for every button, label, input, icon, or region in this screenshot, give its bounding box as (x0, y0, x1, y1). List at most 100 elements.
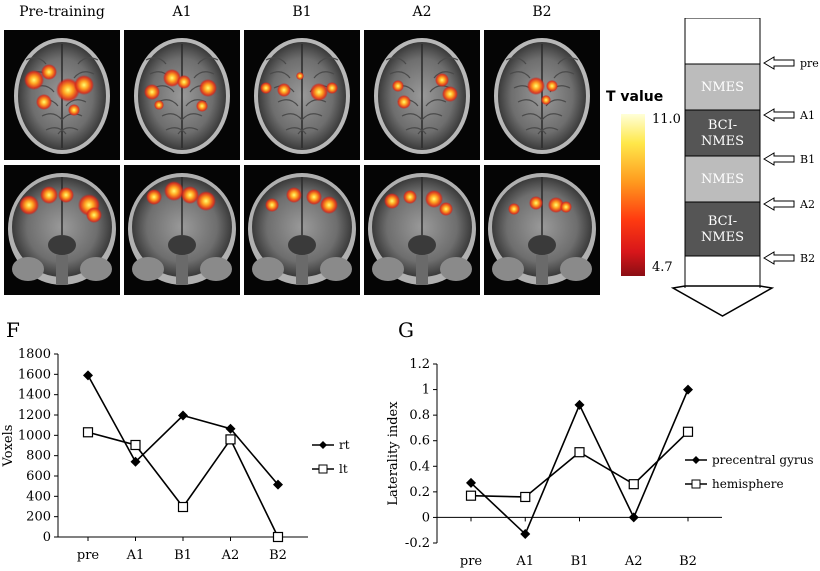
data-point (628, 512, 639, 523)
data-point (272, 531, 284, 543)
data-point (682, 426, 694, 437)
y-tick-label: 0.8 (409, 408, 430, 423)
data-point (177, 501, 189, 513)
y-tick-label: 400 (26, 489, 51, 504)
y-tick-label: 800 (26, 449, 51, 464)
chart-g-laterality: -0.2 0 0.2 0.4 0.6 0.8 1 1.2 pre A1 B1 A2 B2 Laterali… (386, 357, 814, 569)
y-tick-label: 0 (43, 530, 51, 545)
data-point (83, 370, 93, 381)
coronal-brain-slice-5 (484, 165, 600, 295)
legend-label: lt (339, 462, 348, 476)
schedule-block-label: NMES (701, 134, 744, 149)
y-tick-label: 1000 (18, 428, 51, 443)
legend-marker (691, 479, 701, 489)
marker-arrow-icon (763, 197, 795, 211)
y-tick-label: 200 (26, 510, 51, 525)
y-tick-label: 0.6 (409, 434, 430, 449)
data-point (574, 447, 585, 458)
coronal-brain-slice-1 (4, 165, 120, 295)
y-tick-label: 1800 (18, 347, 51, 362)
x-tick-label: pre (460, 554, 483, 569)
data-point (273, 479, 283, 490)
data-point (225, 434, 236, 445)
legend-marker (318, 464, 328, 474)
y-tick-label: 600 (26, 469, 51, 484)
legend-label: precentral gyrus (712, 453, 814, 467)
series-line-lt (87, 431, 279, 538)
data-point (520, 491, 531, 503)
data-point (520, 529, 531, 540)
data-point (82, 427, 94, 438)
legend-marker (319, 441, 327, 449)
panel-letter-g: G (398, 318, 414, 342)
chart-f-voxels: 0 200 400 600 800 1000 1200 1400 1600 1800 pre A1 B1… (1, 347, 350, 563)
panel-letter-f: F (6, 318, 20, 342)
marker-arrow-icon (763, 152, 795, 166)
data-point (178, 410, 188, 421)
marker-label-pre: pre (800, 57, 819, 70)
y-tick-label: -0.2 (405, 536, 430, 551)
column-label-pre-training: Pre-training (19, 4, 105, 20)
x-tick-label: A2 (624, 554, 643, 569)
column-label-a2: A2 (412, 4, 432, 20)
y-axis-label-laterality: Laterality index (386, 401, 401, 506)
x-tick-label: B1 (174, 548, 192, 563)
coronal-brain-slice-2 (124, 165, 240, 295)
x-tick-label: A1 (126, 548, 145, 563)
x-tick-label: B2 (269, 548, 287, 563)
data-point (574, 399, 585, 410)
marker-arrow-icon (763, 56, 795, 70)
y-tick-label: 1400 (18, 388, 51, 403)
series-line-precentral-gyrus (470, 389, 689, 536)
axial-brain-slice-2 (124, 30, 240, 160)
y-tick-label: 1 (422, 383, 430, 398)
legend-marker (692, 456, 700, 464)
marker-label-A2: A2 (799, 198, 815, 211)
marker-label-A1: A1 (799, 109, 815, 122)
x-tick-label: A2 (221, 548, 240, 563)
schedule-block-0 (684, 18, 761, 65)
time-arrow (670, 285, 775, 317)
schedule-block-1 (684, 63, 761, 111)
axial-brain-slice-1 (4, 30, 120, 160)
colorbar-min-label: 4.7 (652, 260, 673, 275)
column-label-b2: B2 (532, 4, 552, 20)
schedule-block-3 (684, 155, 761, 203)
colorbar-max-label: 11.0 (652, 112, 681, 127)
column-label-a1: A1 (172, 4, 192, 20)
data-point (466, 477, 476, 488)
x-tick-label: pre (77, 548, 100, 563)
y-tick-label: 0.4 (409, 459, 430, 474)
y-tick-label: 1600 (18, 367, 51, 382)
column-label-b1: B1 (292, 4, 312, 20)
data-point (465, 490, 477, 501)
colorbar (621, 114, 645, 276)
marker-label-B2: B2 (800, 252, 815, 265)
y-axis-label-voxels: Voxels (1, 425, 16, 468)
x-tick-label: B1 (571, 554, 589, 569)
data-point (683, 384, 693, 395)
schedule-block-4 (684, 201, 761, 257)
marker-arrow-icon (763, 251, 795, 265)
data-point (225, 423, 236, 434)
schedule-block-label: NMES (701, 172, 744, 187)
data-point (130, 456, 141, 467)
data-point (130, 439, 141, 451)
y-tick-label: 1200 (18, 408, 51, 423)
axial-brain-slice-3 (244, 30, 360, 160)
legend-label: hemisphere (712, 477, 784, 491)
colorbar-title: T value (606, 89, 664, 105)
marker-label-B1: B1 (800, 153, 815, 166)
axial-brain-slice-5 (484, 30, 600, 160)
schedule-block-label: BCI- (708, 118, 737, 133)
schedule-block-label: BCI- (708, 214, 737, 229)
schedule-block-label: NMES (701, 80, 744, 95)
coronal-brain-slice-4 (364, 165, 480, 295)
coronal-brain-slice-3 (244, 165, 360, 295)
x-tick-label: B2 (679, 554, 697, 569)
data-point (628, 479, 639, 490)
y-tick-label: 0.2 (409, 485, 430, 500)
schedule-block-2 (684, 109, 761, 157)
series-line-rt (87, 374, 279, 486)
